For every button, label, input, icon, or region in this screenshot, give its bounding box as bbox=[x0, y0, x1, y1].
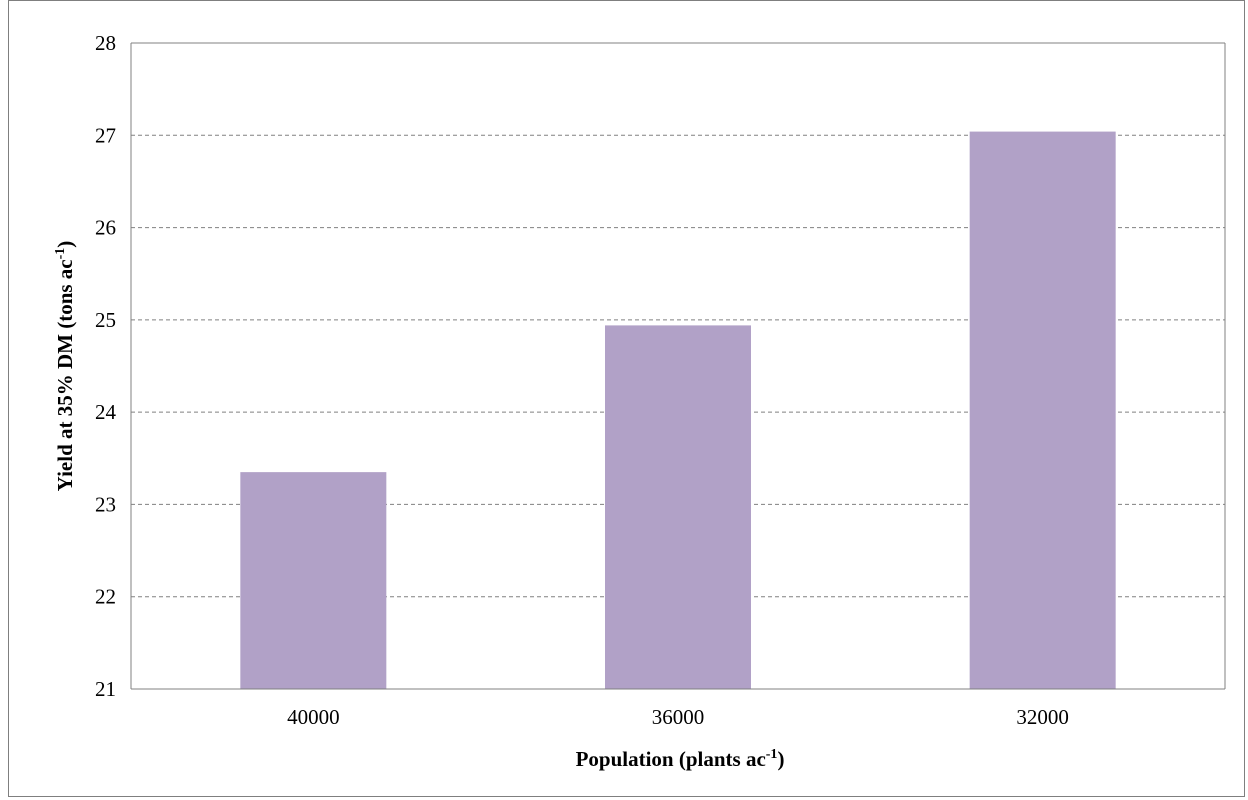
y-tick-label: 21 bbox=[95, 677, 116, 701]
y-tick-label: 24 bbox=[95, 400, 117, 424]
bars bbox=[240, 131, 1116, 689]
x-tick-label: 36000 bbox=[652, 705, 705, 729]
x-tick-label: 40000 bbox=[287, 705, 340, 729]
y-tick-label: 26 bbox=[95, 216, 116, 240]
y-tick-label: 28 bbox=[95, 31, 116, 55]
y-tick-label: 22 bbox=[95, 585, 116, 609]
x-tick-labels: 40000 36000 32000 bbox=[287, 705, 1069, 729]
y-tick-label: 27 bbox=[95, 123, 116, 147]
y-tick-labels: 21 22 23 24 25 26 27 28 bbox=[95, 31, 117, 701]
bar-40000 bbox=[240, 472, 387, 689]
bar-32000 bbox=[969, 131, 1116, 689]
x-axis-title: Population (plants ac-1) bbox=[576, 747, 785, 771]
axes bbox=[130, 42, 1226, 690]
x-tick-label: 32000 bbox=[1016, 705, 1069, 729]
y-axis-title: Yield at 35% DM (tons ac-1) bbox=[53, 241, 77, 492]
bar-36000 bbox=[605, 325, 751, 689]
y-tick-label: 25 bbox=[95, 308, 116, 332]
y-tick-label: 23 bbox=[95, 492, 116, 516]
